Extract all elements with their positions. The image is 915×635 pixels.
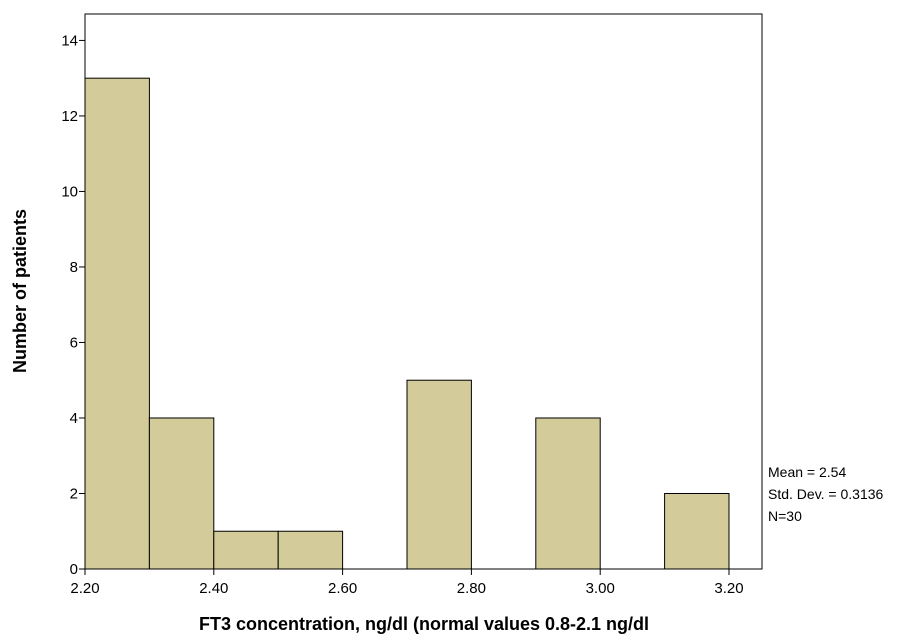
y-tick-label: 4 [70, 410, 78, 427]
y-tick-label: 10 [61, 183, 78, 200]
histogram-bar [213, 530, 279, 570]
y-tick-label: 6 [70, 334, 78, 351]
y-axis: 0 2 4 6 8 10 12 14 [61, 32, 85, 578]
bars-group [84, 77, 730, 570]
histogram-bar [148, 417, 215, 570]
histogram-bar [535, 417, 601, 570]
x-tick-label: 2.60 [328, 580, 357, 597]
x-tick-label: 2.80 [457, 580, 486, 597]
histogram-bar [664, 492, 730, 570]
x-tick-label: 2.40 [199, 580, 228, 597]
y-axis-title: Number of patients [10, 209, 30, 373]
x-tick-label: 2.20 [70, 580, 99, 597]
n-stat: N=30 [768, 508, 802, 524]
x-tick-label: 3.20 [714, 580, 743, 597]
std-dev-stat: Std. Dev. = 0.3136 [768, 486, 884, 502]
summary-statistics: Mean = 2.54 Std. Dev. = 0.3136 N=30 [768, 461, 883, 527]
mean-stat: Mean = 2.54 [768, 464, 847, 480]
y-tick-label: 8 [70, 259, 78, 276]
histogram-bar [406, 379, 472, 570]
x-tick-label: 3.00 [586, 580, 615, 597]
x-axis-title: FT3 concentration, ng/dl (normal values … [199, 614, 649, 634]
y-tick-label: 12 [61, 108, 78, 125]
y-tick-label: 0 [70, 561, 78, 578]
y-tick-label: 2 [70, 485, 78, 502]
x-axis: 2.20 2.40 2.60 2.80 3.00 3.20 [70, 569, 744, 597]
histogram-bar [84, 77, 150, 570]
histogram-bar [277, 530, 344, 570]
y-tick-label: 14 [61, 32, 78, 49]
